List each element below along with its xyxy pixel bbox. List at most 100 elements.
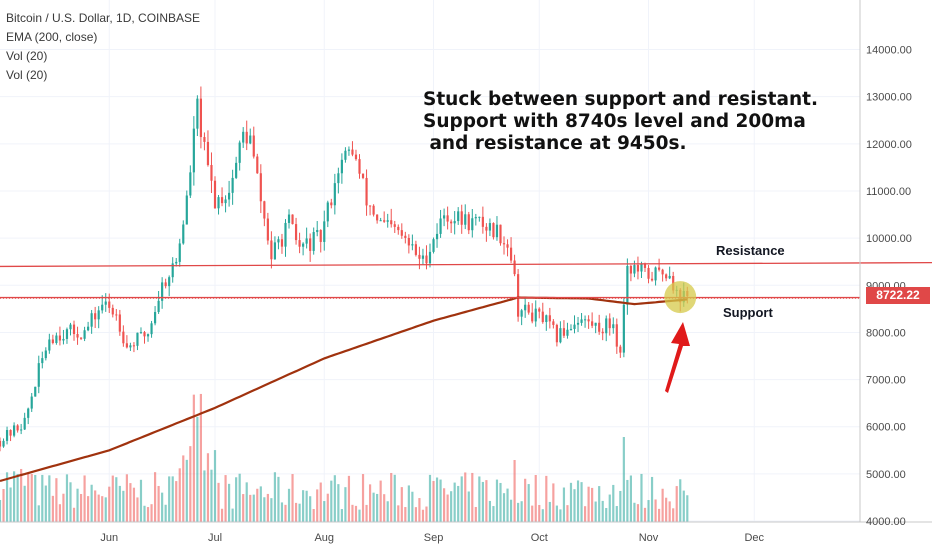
candle-body <box>203 137 206 142</box>
candle-body <box>527 304 530 313</box>
volume-bar <box>605 507 608 522</box>
volume-bar <box>460 476 463 522</box>
candle-body <box>238 142 241 163</box>
volume-bar <box>513 460 516 522</box>
candle-body <box>284 222 287 247</box>
volume-bar <box>601 500 604 522</box>
volume-bar <box>499 482 502 522</box>
volume-bar <box>481 481 484 522</box>
candle-body <box>524 304 527 311</box>
y-tick-label: 11000.00 <box>866 186 911 198</box>
volume-bar <box>333 475 336 522</box>
volume-bar <box>319 482 322 522</box>
candle-body <box>344 150 347 160</box>
volume-bar <box>122 490 125 522</box>
candle-body <box>333 183 336 206</box>
volume-bar <box>294 502 298 522</box>
candle-body <box>196 98 199 129</box>
candle-body <box>665 274 668 279</box>
candle-body <box>168 277 171 287</box>
volume-bar <box>344 487 347 522</box>
candle-body <box>612 324 615 329</box>
candle-body <box>235 162 238 178</box>
volume-bar <box>206 453 210 522</box>
volume-bar <box>65 474 69 522</box>
volume-bar <box>573 489 576 522</box>
volume-bar <box>337 484 340 522</box>
candle-body <box>347 149 351 151</box>
volume-bar <box>273 472 277 522</box>
candle-body <box>125 343 128 348</box>
support-label: Support <box>723 305 773 320</box>
candle-body <box>643 264 647 268</box>
candle-body <box>340 159 343 174</box>
volume-bar <box>238 473 241 522</box>
volume-bar <box>580 482 583 522</box>
candle-body <box>591 321 594 326</box>
volume-bar <box>228 483 231 522</box>
volume-bar <box>175 481 178 522</box>
volume-bar <box>69 482 72 522</box>
candle-body <box>0 440 2 447</box>
volume-bar <box>87 496 90 522</box>
axes <box>0 0 932 523</box>
candle-body <box>337 173 340 184</box>
candle-body <box>488 223 492 231</box>
volume-bar <box>633 502 636 522</box>
volume-bar <box>94 490 97 522</box>
candle-body <box>435 233 439 240</box>
volume-bar <box>368 484 372 522</box>
candle-body <box>90 313 93 327</box>
volume-bar <box>20 468 23 522</box>
candle-body <box>534 308 537 322</box>
volume-bar <box>622 437 625 522</box>
volume-bar <box>55 478 58 522</box>
volume-bar <box>136 497 139 522</box>
candle-body <box>661 269 664 275</box>
volume-bar <box>421 509 425 522</box>
candle-body <box>351 149 354 155</box>
candle-body <box>650 278 654 281</box>
candle-body <box>220 197 224 204</box>
candle-body <box>273 242 277 260</box>
candle-body <box>23 417 26 430</box>
candle-body <box>361 173 365 178</box>
candle-body <box>280 239 284 247</box>
volume-bar <box>111 475 114 522</box>
volume-bar <box>446 494 449 522</box>
candle-body <box>245 131 248 144</box>
candle-body <box>432 239 435 252</box>
candle-body <box>44 350 47 359</box>
volume-bar <box>210 469 213 522</box>
volume-bar <box>83 475 86 522</box>
candle-body <box>118 314 121 332</box>
candle-body <box>178 243 181 262</box>
candle-body <box>569 328 573 330</box>
candle-body <box>210 165 213 181</box>
candle-body <box>312 232 315 251</box>
candle-body <box>379 220 382 222</box>
volume-bar <box>376 493 379 522</box>
volume-bar <box>27 473 30 522</box>
candle-body <box>94 313 97 320</box>
volume-bar <box>425 506 428 522</box>
x-tick-label: Dec <box>744 532 764 544</box>
volume-bar <box>541 509 544 522</box>
volume-bar <box>351 504 354 522</box>
candle-body <box>27 408 30 418</box>
volume-bar <box>386 501 389 522</box>
red-arrow <box>665 322 690 393</box>
candle-body <box>495 224 499 238</box>
candle-body <box>263 201 266 219</box>
volume-bar <box>48 475 51 522</box>
volume-bar <box>654 499 657 522</box>
volume-bar <box>37 505 40 522</box>
y-tick-label: 8000.00 <box>866 327 906 339</box>
volume-bar <box>390 472 393 522</box>
candle-body <box>83 330 86 339</box>
volume-bar <box>658 508 661 522</box>
volume-bar <box>171 476 174 522</box>
candle-body <box>538 308 541 312</box>
candle-body <box>309 238 312 251</box>
